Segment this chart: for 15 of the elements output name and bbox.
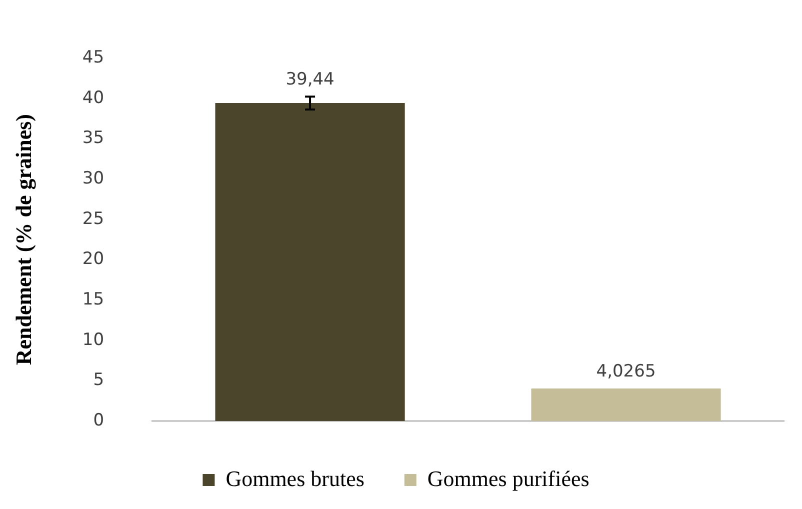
y-tick-label: 15 (82, 289, 104, 310)
y-tick-label: 0 (93, 410, 104, 430)
y-tick-label: 25 (82, 208, 104, 229)
legend-label: Gommes brutes (226, 466, 364, 491)
y-tick-label: 35 (82, 128, 104, 148)
y-tick-label: 45 (82, 48, 104, 68)
data-label: 39,44 (286, 70, 334, 90)
y-tick-label: 30 (82, 168, 104, 189)
y-tick-label: 40 (82, 88, 104, 108)
legend-label: Gommes purifiées (427, 466, 590, 491)
y-axis-title: Rendement (% de graines) (10, 114, 36, 366)
y-tick-label: 5 (93, 370, 104, 390)
y-tick-label: 20 (82, 249, 104, 270)
data-label: 4,0265 (596, 361, 656, 382)
y-tick-label: 10 (82, 330, 104, 350)
